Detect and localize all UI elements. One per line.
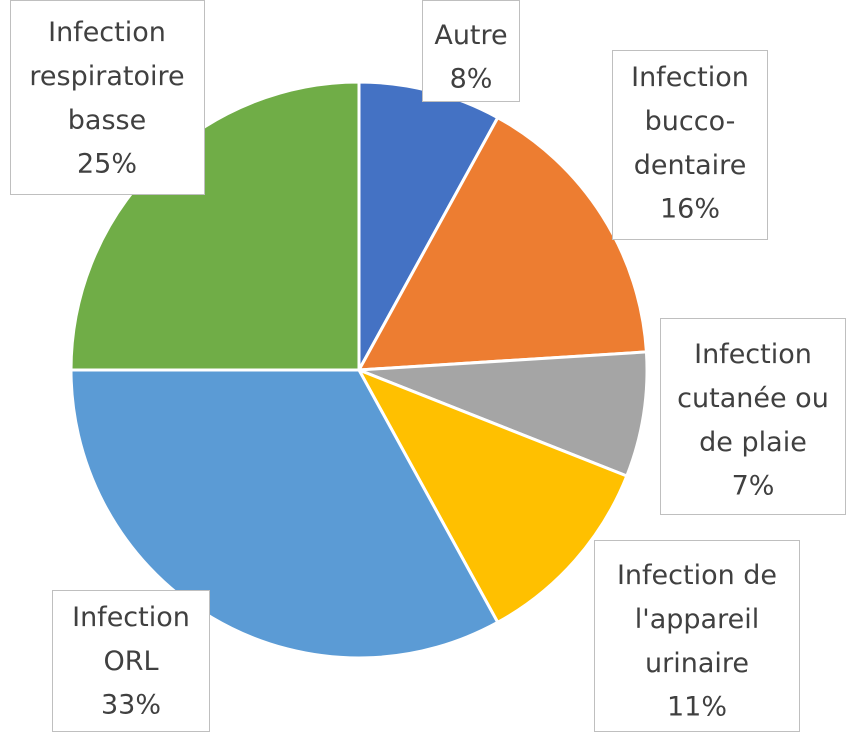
slice-label: Infection cutanée ou de plaie bbox=[677, 339, 829, 458]
slice-value-label: 25% bbox=[77, 149, 137, 180]
label-box bbox=[594, 540, 800, 732]
label-box bbox=[660, 318, 846, 515]
pie-slice bbox=[355, 367, 629, 625]
slice-label: Infection bucco-dentaire bbox=[631, 62, 749, 181]
pie-slice bbox=[356, 115, 649, 372]
slice-value-label: 16% bbox=[660, 194, 720, 225]
label-box bbox=[52, 590, 210, 732]
pie-slice bbox=[358, 350, 649, 478]
slice-label: Infection ORL bbox=[72, 602, 190, 677]
slice-value-label: 7% bbox=[732, 471, 775, 502]
label-box bbox=[612, 50, 768, 240]
label-box bbox=[10, 0, 205, 195]
slice-label: Autre bbox=[434, 20, 507, 51]
slice-value-label: 33% bbox=[101, 690, 161, 721]
slice-label: Infection respiratoire basse bbox=[29, 17, 184, 136]
pie-slice bbox=[69, 368, 500, 660]
slice-label: Infection de l'appareil urinaire bbox=[617, 560, 777, 679]
slice-value-label: 11% bbox=[667, 692, 727, 723]
label-box bbox=[422, 0, 520, 102]
slice-value-label: 8% bbox=[450, 64, 493, 95]
